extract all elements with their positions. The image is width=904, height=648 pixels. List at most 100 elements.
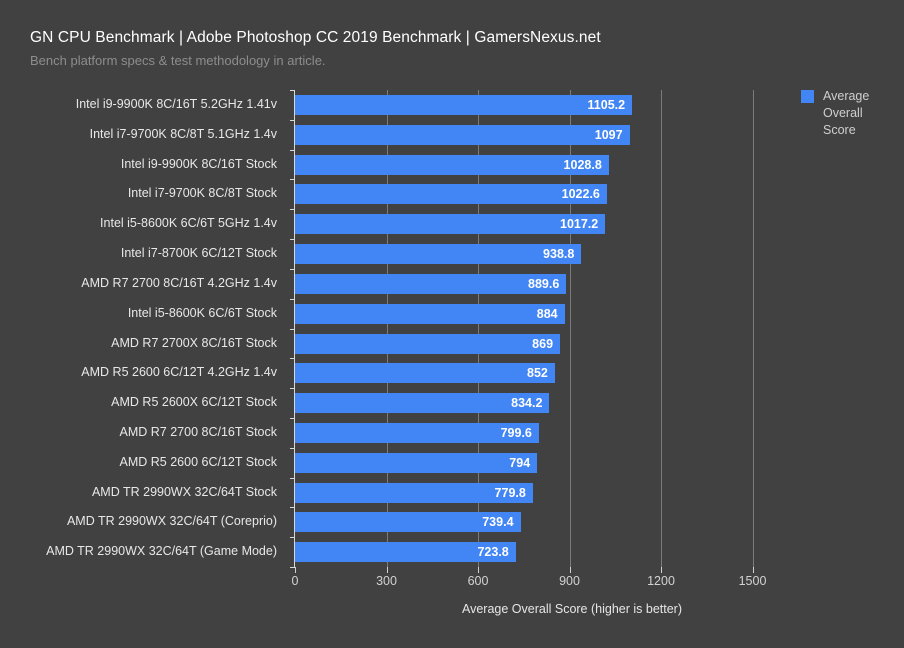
x-axis-tick-label: 1500	[738, 574, 767, 588]
plot-area: 1105.2 1097 1028.8 1022.6 1017.2 938.8 889.6 88…	[290, 90, 783, 568]
y-axis-tick	[290, 477, 295, 479]
y-axis-label: AMD TR 2990WX 32C/64T (Game Mode)	[46, 544, 277, 559]
bar-value-label: 799.6	[500, 425, 532, 440]
y-axis-label: Intel i5-8600K 6C/6T 5GHz 1.4v	[100, 216, 277, 231]
page-title: GN CPU Benchmark | Adobe Photoshop CC 20…	[30, 29, 601, 46]
x-axis-tick-label: 0	[291, 574, 299, 588]
bar-row[interactable]: 794	[295, 448, 783, 478]
y-axis-label: AMD R5 2600X 6C/12T Stock	[111, 395, 277, 410]
y-axis-label: AMD R7 2700 8C/16T 4.2GHz 1.4v	[81, 275, 277, 290]
bar[interactable]	[295, 542, 516, 563]
bar-value-label: 938.8	[543, 247, 575, 262]
y-axis-label: AMD TR 2990WX 32C/64T (Coreprio)	[66, 514, 277, 529]
y-axis-tick	[290, 119, 295, 121]
y-axis-label: AMD R7 2700X 8C/16T Stock	[111, 335, 277, 350]
bar-value-label: 889.6	[528, 276, 560, 291]
bar[interactable]	[295, 482, 533, 503]
bar-value-label: 794	[509, 455, 531, 470]
x-axis-tick	[752, 567, 754, 573]
y-axis-tick	[290, 417, 295, 419]
bar-value-label: 1105.2	[587, 98, 626, 112]
bar-value-label: 1017.2	[560, 217, 599, 232]
y-axis-tick	[290, 209, 295, 211]
y-axis-tick	[290, 239, 295, 241]
bar-series: 1105.2 1097 1028.8 1022.6 1017.2 938.8 889.6 88…	[295, 90, 783, 567]
x-axis-tick-label: 900	[559, 574, 580, 588]
bar[interactable]	[295, 512, 521, 533]
bar[interactable]	[295, 244, 582, 265]
bar-row[interactable]: 739.4	[295, 507, 783, 537]
bar-value-label: 834.2	[511, 396, 543, 411]
x-axis-title-text: Average Overall Score (higher is better)	[461, 602, 682, 616]
bar-row[interactable]: 723.8	[295, 537, 783, 567]
chart-subtitle: Bench platform specs & test methodology …	[30, 53, 326, 68]
bar-value-label: 852	[527, 366, 548, 381]
x-axis-tick	[386, 567, 388, 573]
y-axis-label: Intel i7-9700K 8C/8T 5.1GHz 1.4v	[89, 126, 277, 141]
y-axis-label: AMD TR 2990WX 32C/64T Stock	[91, 484, 277, 499]
y-axis-tick	[290, 149, 295, 151]
bar-row[interactable]: 852	[295, 358, 783, 388]
bar[interactable]	[295, 95, 633, 115]
legend-swatch-average-overall-score	[801, 90, 814, 103]
y-axis-tick	[290, 328, 295, 330]
bar[interactable]	[295, 154, 609, 175]
bar-value-label: 884	[536, 306, 558, 321]
y-axis-tick	[290, 537, 295, 539]
bar[interactable]	[295, 363, 555, 384]
legend: Average Overall Score	[801, 88, 881, 139]
x-axis-tick	[569, 567, 571, 573]
bar-value-label: 723.8	[477, 545, 509, 560]
x-axis-tick	[478, 567, 479, 573]
bar[interactable]	[295, 333, 561, 354]
y-axis-tick	[290, 298, 295, 300]
y-axis-tick	[290, 507, 295, 509]
bar[interactable]	[295, 124, 630, 145]
y-axis-label: AMD R5 2600 6C/12T Stock	[119, 454, 277, 469]
bar-row[interactable]: 869	[295, 329, 783, 359]
bar-value-label: 1097	[594, 127, 623, 142]
y-axis-tick	[290, 567, 295, 568]
bar[interactable]	[295, 393, 550, 414]
bar-row[interactable]: 1017.2	[295, 209, 783, 239]
x-axis-tick	[661, 567, 662, 573]
y-axis-tick	[290, 358, 295, 360]
bar-row[interactable]: 779.8	[295, 478, 783, 508]
bar-value-label: 869	[532, 336, 554, 351]
bar-row[interactable]: 884	[295, 299, 783, 329]
y-axis-label: AMD R5 2600 6C/12T 4.2GHz 1.4v	[81, 365, 277, 380]
y-axis-label: Intel i7-8700K 6C/12T Stock	[120, 246, 277, 261]
bar[interactable]	[295, 303, 565, 324]
chart-header: GN CPU Benchmark | Adobe Photoshop CC 20…	[30, 28, 850, 70]
bar-value-label: 1028.8	[563, 157, 602, 172]
y-axis-label: Intel i9-9900K 8C/16T 5.2GHz 1.41v	[75, 97, 277, 111]
x-axis-title: Average Overall Score (higher is better)	[0, 602, 904, 616]
bar[interactable]	[295, 422, 539, 443]
bar-value-label: 1022.6	[561, 187, 600, 202]
bar[interactable]	[295, 184, 607, 205]
x-axis-tick-label: 600	[467, 574, 489, 588]
x-axis-tick	[295, 567, 296, 573]
bar-row[interactable]: 1022.6	[295, 179, 783, 209]
y-axis-label: Intel i9-9900K 8C/16T Stock	[120, 156, 277, 171]
bar[interactable]	[295, 214, 606, 235]
bar[interactable]	[295, 273, 567, 294]
x-axis-tick-label: 300	[376, 574, 397, 588]
bar-row[interactable]: 889.6	[295, 269, 783, 299]
bar-value-label: 739.4	[482, 515, 514, 530]
legend-label-average-overall-score: Average Overall Score	[823, 89, 870, 137]
bar-row[interactable]: 1105.2	[295, 90, 783, 120]
bar-row[interactable]: 834.2	[295, 388, 783, 418]
y-axis-tick	[290, 90, 295, 91]
bar-row[interactable]: 1028.8	[295, 150, 783, 180]
y-axis-tick	[290, 268, 295, 270]
y-axis-label: AMD R7 2700 8C/16T Stock	[119, 424, 277, 439]
bar[interactable]	[295, 452, 538, 473]
x-axis-tick-label: 1200	[647, 574, 675, 588]
y-axis-tick	[290, 388, 295, 390]
bar-row[interactable]: 938.8	[295, 239, 783, 269]
bar-row[interactable]: 1097	[295, 120, 783, 150]
bar-row[interactable]: 799.6	[295, 418, 783, 448]
y-axis-category-labels: Intel i9-9900K 8C/16T 5.2GHz 1.41v Intel …	[0, 90, 286, 567]
y-axis-tick	[290, 447, 295, 449]
